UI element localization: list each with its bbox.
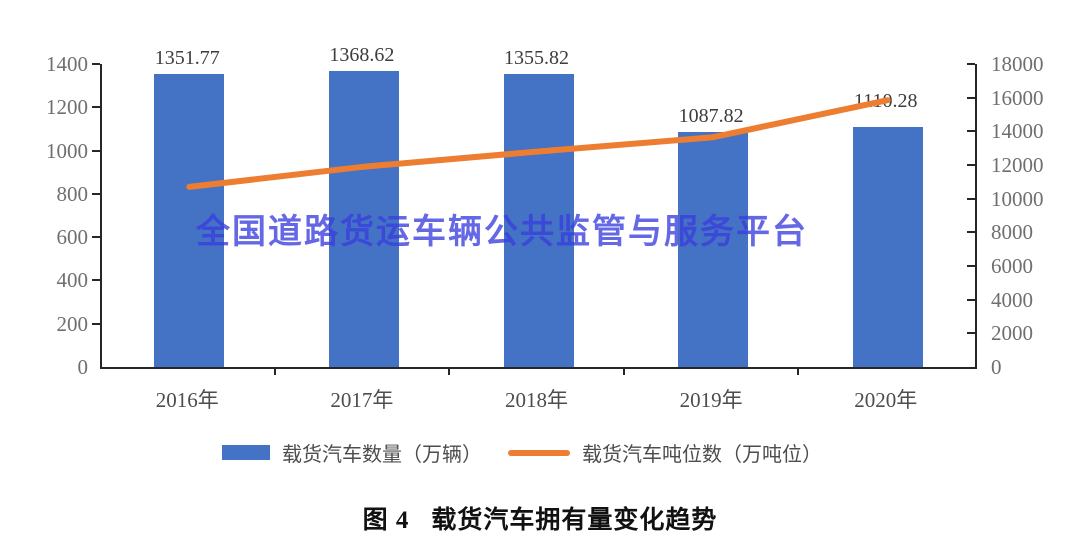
x-axis-tick — [622, 367, 625, 375]
right-axis-tick-label: 18000 — [991, 52, 1044, 76]
bar-data-label: 1351.77 — [154, 47, 220, 70]
left-axis-tick — [92, 279, 100, 282]
legend-label-line-series: 载货汽车吨位数（万吨位） — [582, 444, 822, 466]
plot-area — [100, 64, 977, 369]
bar-2019年 — [678, 131, 749, 367]
right-axis-tick — [967, 197, 975, 200]
left-axis-tick — [92, 322, 100, 325]
x-axis-category-label: 2018年 — [505, 388, 568, 412]
x-axis-category-label: 2017年 — [330, 388, 394, 412]
right-axis-tick — [967, 332, 975, 335]
left-axis-tick-label: 600 — [56, 225, 89, 250]
right-axis-tick-label: 6000 — [991, 254, 1033, 278]
right-axis-tick — [967, 96, 975, 99]
left-axis-tick-label: 0 — [77, 355, 89, 379]
left-axis-tick-label: 400 — [56, 268, 89, 293]
x-axis-tick — [273, 367, 276, 375]
right-axis-tick-label: 8000 — [991, 220, 1033, 245]
right-axis-tick — [967, 298, 975, 301]
left-axis-tick — [92, 149, 100, 152]
right-axis-tick — [967, 231, 975, 234]
right-axis-tick-label: 12000 — [991, 153, 1044, 177]
left-axis-tick-label: 1200 — [46, 95, 88, 120]
x-axis-category-label: 2020年 — [854, 388, 918, 412]
legend: 载货汽车数量（万辆） 载货汽车吨位数（万吨位） — [0, 438, 1062, 467]
bar-series-swatch-icon — [222, 445, 270, 460]
left-axis-tick — [92, 106, 100, 109]
bar-2017年 — [328, 70, 399, 367]
caption-title: 载货汽车拥有量变化趋势 — [431, 507, 718, 534]
right-axis-tick-label: 2000 — [991, 321, 1033, 346]
right-axis-tick — [967, 265, 975, 267]
left-axis-tick-label: 1000 — [46, 138, 88, 163]
x-axis-category-label: 2016年 — [155, 388, 219, 412]
x-axis-category-label: 2019年 — [679, 388, 743, 412]
figure-caption: 图 4 载货汽车拥有量变化趋势 — [0, 500, 1080, 536]
right-axis-tick-label: 10000 — [991, 186, 1044, 211]
watermark-text: 全国道路货运车辆公共监管与服务平台 — [196, 213, 808, 251]
bar-2020年 — [852, 126, 923, 367]
bar-data-label: 1087.82 — [678, 104, 744, 127]
legend-item-line-series: 载货汽车吨位数（万吨位） — [508, 438, 822, 467]
left-axis-tick — [92, 63, 100, 65]
left-axis-tick — [92, 236, 100, 239]
left-axis-tick-label: 800 — [56, 181, 89, 206]
x-axis-tick — [448, 367, 451, 375]
bar-2016年 — [154, 74, 225, 367]
line-series-swatch-icon — [508, 449, 570, 456]
left-axis-tick-label: 1400 — [46, 52, 88, 76]
x-axis-tick — [797, 367, 800, 375]
line-series — [186, 97, 891, 190]
bar-2018年 — [503, 73, 574, 367]
left-axis-tick — [92, 192, 100, 195]
right-axis-tick-label: 0 — [991, 355, 1002, 379]
legend-item-bar-series: 载货汽车数量（万辆） — [222, 438, 482, 467]
caption-number: 图 4 — [362, 507, 410, 534]
left-axis-tick-label: 200 — [56, 311, 89, 336]
right-axis-tick — [967, 63, 975, 65]
bar-data-label: 1368.62 — [329, 43, 395, 66]
tonnage-line — [186, 97, 891, 190]
right-axis-tick-label: 16000 — [991, 85, 1044, 110]
right-axis-tick-label: 14000 — [991, 119, 1044, 144]
right-axis-tick — [967, 130, 975, 133]
right-axis-tick-label: 4000 — [991, 287, 1033, 312]
bar-data-label: 1355.82 — [504, 46, 569, 69]
right-axis-tick — [967, 164, 975, 166]
legend-label-bar-series: 载货汽车数量（万辆） — [282, 444, 482, 466]
